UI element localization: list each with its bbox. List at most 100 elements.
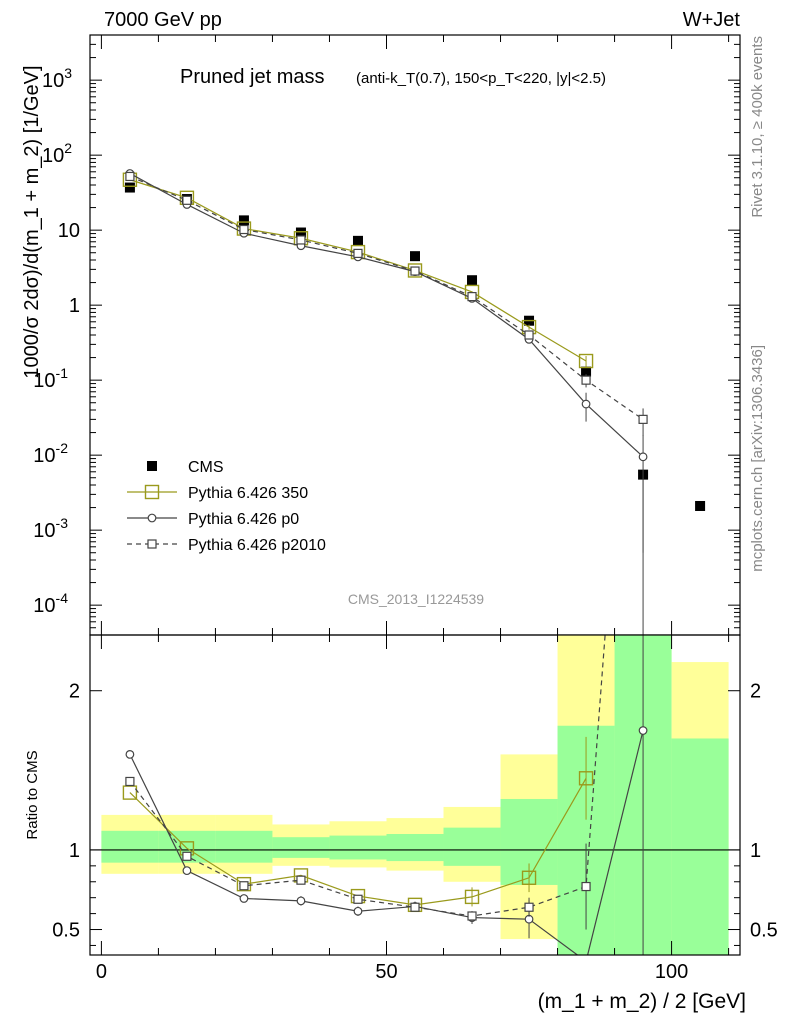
x-tick-label: 50 — [375, 961, 397, 983]
marker-circle — [638, 452, 648, 462]
marker-small-square — [296, 875, 306, 885]
main-plot-layer: 10-4 10-3 10-2 10-1 1 10 102 103 — [33, 34, 741, 636]
legend-label: Pythia 6.426 350 — [188, 485, 308, 502]
marker-small-square — [296, 235, 306, 245]
band-green — [329, 835, 387, 860]
band-green — [101, 830, 159, 863]
ratio-series-group — [122, 635, 648, 955]
marker-small-square — [353, 894, 363, 904]
marker-small-square — [581, 881, 591, 892]
marker-square — [236, 876, 252, 892]
marker-circle — [296, 896, 306, 906]
marker-small-square — [239, 881, 249, 891]
main-title: Pruned jet mass — [180, 66, 325, 88]
series-line — [129, 179, 587, 362]
band-green — [443, 827, 501, 866]
marker-square — [144, 484, 160, 500]
x-tick-label: 100 — [655, 961, 688, 983]
marker-square — [122, 785, 138, 800]
marker-small-square — [182, 195, 192, 205]
ratio-y-tick-label: 1 — [69, 840, 80, 862]
y-tick-label: 10-4 — [33, 590, 68, 617]
ratio-panel: 0 50 100 0.5 0.5 1 1 2 2 Ratio to CMS (m_1 + m_2… — [24, 35, 778, 1013]
marker-small-square — [638, 414, 648, 424]
x-tick-label: 0 — [96, 961, 107, 983]
legend-item: Pythia 6.426 p2010 — [127, 537, 326, 554]
x-axis-label: (m_1 + m_2) / 2 [GeV] — [538, 990, 746, 1013]
x-ticks: 0 50 100 — [96, 35, 730, 983]
band-green — [272, 837, 330, 858]
main-subtitle: (anti-k_T(0.7), 150<p_T<220, |y|<2.5) — [356, 70, 606, 87]
y-tick-label: 103 — [42, 65, 72, 92]
header-right: W+Jet — [683, 9, 741, 31]
series-line — [129, 175, 644, 420]
y-tick-label: 10-2 — [33, 440, 68, 467]
marker-small-square — [410, 266, 420, 276]
marker-circle — [353, 906, 363, 916]
main-panel: 10-4 10-3 10-2 10-1 1 10 102 103 Pruned jet mas… — [21, 34, 741, 636]
marker-small-square — [524, 330, 534, 340]
band-green — [386, 834, 444, 862]
marker-small-square — [147, 539, 157, 549]
marker-circle — [147, 513, 157, 523]
ratio-series-dashed-smallsquare — [125, 635, 606, 930]
legend-label: Pythia 6.426 p0 — [188, 511, 299, 528]
marker-circle — [239, 894, 249, 903]
y-tick-label: 10-1 — [33, 365, 68, 392]
marker-small-square — [524, 902, 534, 912]
marker-small-square — [467, 292, 477, 302]
data-point — [124, 182, 135, 193]
legend-label: CMS — [188, 459, 224, 476]
marker-small-square — [467, 911, 477, 921]
data-point — [295, 227, 306, 238]
ratio-series-line — [129, 635, 606, 917]
y-tick-label: 1 — [69, 295, 80, 317]
y-tick-label: 10-3 — [33, 515, 68, 542]
data-point — [467, 275, 478, 286]
ratio-y-tick-label: 2 — [69, 681, 80, 703]
header-left: 7000 GeV pp — [104, 9, 222, 31]
data-point — [238, 215, 249, 226]
marker-circle — [638, 726, 648, 735]
data-point — [581, 366, 592, 377]
ratio-y-tick-label-right: 1 — [750, 840, 761, 862]
marker-small-square — [125, 776, 135, 787]
y-tick-label: 102 — [42, 140, 72, 167]
data-point — [147, 461, 157, 471]
ratio-y-tick-label-right: 0.5 — [750, 920, 778, 942]
ratio-series-line — [129, 730, 644, 955]
ratio-y-ticks: 0.5 0.5 1 1 2 2 — [52, 681, 778, 946]
marker-small-square — [581, 375, 591, 385]
rivet-label: Rivet 3.1.10, ≥ 400k events — [749, 36, 766, 218]
series-dashed-smallsquare — [125, 171, 648, 437]
marker-circle — [581, 399, 591, 409]
ratio-y-axis-label: Ratio to CMS — [24, 750, 41, 839]
band-green — [671, 738, 729, 955]
legend-item: Pythia 6.426 p0 — [127, 511, 299, 528]
marker-small-square — [182, 851, 192, 861]
y-tick-label: 10 — [58, 220, 80, 242]
data-point — [695, 500, 706, 511]
marker-square — [521, 870, 537, 885]
marker-circle — [182, 866, 192, 876]
main-y-ticks: 10-4 10-3 10-2 10-1 1 10 102 103 — [33, 34, 740, 636]
data-point — [352, 235, 363, 246]
series-solid-bigsquare — [122, 172, 594, 369]
ratio-y-tick-label: 0.5 — [52, 920, 80, 942]
mcplots-label: mcplots.cern.ch [arXiv:1306.3436] — [749, 345, 766, 572]
marker-square — [578, 353, 594, 369]
band-green — [215, 830, 273, 863]
legend-item: CMS — [147, 459, 224, 476]
marker-small-square — [410, 902, 420, 912]
main-y-axis-label: 1000/σ 2dσ)/d(m_1 + m_2) [1/GeV] — [21, 65, 43, 378]
legend-item: Pythia 6.426 350 — [127, 484, 308, 502]
legend-label: Pythia 6.426 p2010 — [188, 537, 326, 554]
marker-small-square — [125, 171, 135, 182]
marker-square — [464, 889, 480, 905]
marker-small-square — [353, 248, 363, 258]
series-line — [129, 172, 644, 458]
marker-small-square — [239, 224, 249, 235]
data-point — [410, 251, 420, 262]
ratio-y-tick-label-right: 2 — [750, 681, 761, 703]
